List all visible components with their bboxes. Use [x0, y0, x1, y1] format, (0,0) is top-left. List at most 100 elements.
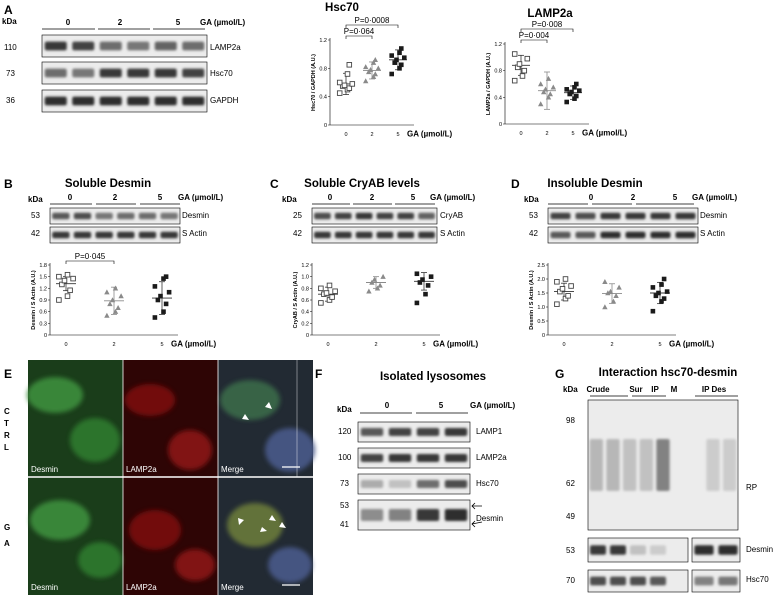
data-point — [109, 297, 116, 303]
x-tick-label: 2 — [112, 342, 115, 348]
data-point — [659, 282, 664, 287]
data-point — [363, 78, 369, 84]
data-point — [363, 64, 369, 70]
data-point — [349, 81, 356, 87]
blot-frame — [357, 447, 471, 469]
y-tick-label: 0.6 — [39, 310, 47, 316]
data-point — [104, 312, 110, 318]
blot-band — [314, 231, 331, 239]
ga-lane-label: 2 — [113, 193, 118, 202]
significance-label: P=0·008 — [532, 20, 563, 29]
x-tick-label: 2 — [370, 132, 373, 138]
y-tick-label: 0.9 — [39, 298, 47, 304]
data-point — [542, 86, 549, 92]
row-label-ctrl: R — [4, 431, 10, 440]
data-point — [402, 55, 407, 61]
data-point — [346, 85, 353, 91]
hsc70-chart-title: Hsc70 — [325, 2, 359, 14]
lane-label-m: M — [671, 385, 678, 394]
data-point — [569, 89, 574, 95]
row-label-ga: A — [4, 539, 10, 548]
interaction-title: Interaction hsc70-desmin — [599, 367, 738, 379]
blot-band — [99, 96, 122, 106]
mw-marker: 62 — [566, 479, 575, 488]
blot-strip — [49, 207, 181, 225]
x-tick-label: 2 — [374, 342, 377, 348]
kda-label-c: kDa — [282, 195, 297, 204]
blot-band — [388, 428, 412, 436]
data-point — [653, 293, 659, 299]
significance-label: P=0·0008 — [355, 16, 390, 25]
kda-label-g: kDa — [563, 385, 578, 394]
data-point — [118, 293, 124, 299]
data-point — [389, 71, 394, 77]
data-point — [70, 275, 76, 282]
blot-band — [416, 454, 440, 462]
mw-marker: 53 — [340, 501, 349, 510]
blot-band — [127, 68, 150, 78]
blot-band — [52, 231, 70, 239]
data-point — [155, 297, 161, 303]
blot-band — [650, 545, 666, 555]
data-point — [650, 308, 656, 314]
data-point — [425, 283, 431, 288]
y-tick-label: 1.2 — [301, 263, 309, 269]
y-tick-label: 0.4 — [494, 95, 502, 101]
data-point — [538, 101, 544, 107]
data-point — [163, 301, 169, 307]
data-point — [374, 285, 381, 291]
data-point — [562, 276, 569, 282]
blot-band — [99, 41, 122, 51]
blot-frame — [41, 61, 208, 85]
ga-lane-label: 5 — [176, 18, 181, 27]
blot-band — [95, 231, 113, 239]
panel-letter-e: E — [4, 367, 12, 381]
panel-letter-f: F — [315, 367, 322, 381]
y-tick-label: 1.0 — [301, 275, 309, 281]
channel-label: Desmin — [31, 583, 58, 592]
blot-strip — [41, 34, 208, 58]
data-point — [650, 285, 656, 290]
channel-label: LAMP2a — [126, 465, 157, 474]
x-tick-label: 5 — [160, 342, 163, 348]
data-point — [572, 96, 577, 101]
ga-unit-label: GA (µmol/L) — [178, 193, 224, 202]
lane-label-sur: Sur — [629, 385, 642, 394]
y-axis-label: Desmin / S Actin (A.U.) — [31, 270, 37, 330]
blot-band — [650, 231, 671, 239]
data-point — [397, 50, 402, 56]
blot-band — [160, 212, 178, 220]
data-point — [519, 73, 526, 79]
blot-strip — [547, 207, 699, 225]
y-axis-label: Desmin / S Actin (A.U.) — [529, 270, 535, 330]
x-tick-label: 5 — [658, 342, 661, 348]
significance-bracket — [520, 28, 574, 32]
lamp2a-chart-title: LAMP2a — [527, 8, 573, 20]
blot-band — [639, 439, 653, 491]
data-point — [399, 62, 404, 68]
blot-band — [360, 428, 384, 436]
blot-band — [117, 231, 135, 239]
mw-marker: 73 — [6, 69, 15, 78]
data-point — [511, 51, 518, 57]
data-point — [377, 282, 383, 288]
data-point — [417, 280, 423, 285]
x-tick-label: 0 — [562, 342, 565, 348]
significance-bracket — [65, 260, 115, 264]
blot-strip — [41, 61, 208, 85]
blot-band — [52, 212, 70, 220]
mw-marker: 25 — [293, 211, 302, 220]
lane-label-ip-des: IP Des — [702, 385, 727, 394]
significance-bracket — [345, 35, 373, 39]
mw-marker: 53 — [31, 211, 40, 220]
blot-band — [694, 576, 714, 586]
data-point — [659, 299, 664, 304]
significance-label: P=0·064 — [344, 27, 375, 36]
ga-unit-label: GA (µmol/L) — [470, 401, 516, 410]
data-point — [577, 88, 582, 93]
blot-band — [360, 454, 384, 462]
blot-row-label: LAMP1 — [476, 427, 503, 436]
significance-bracket — [345, 24, 399, 28]
data-point — [605, 290, 611, 296]
